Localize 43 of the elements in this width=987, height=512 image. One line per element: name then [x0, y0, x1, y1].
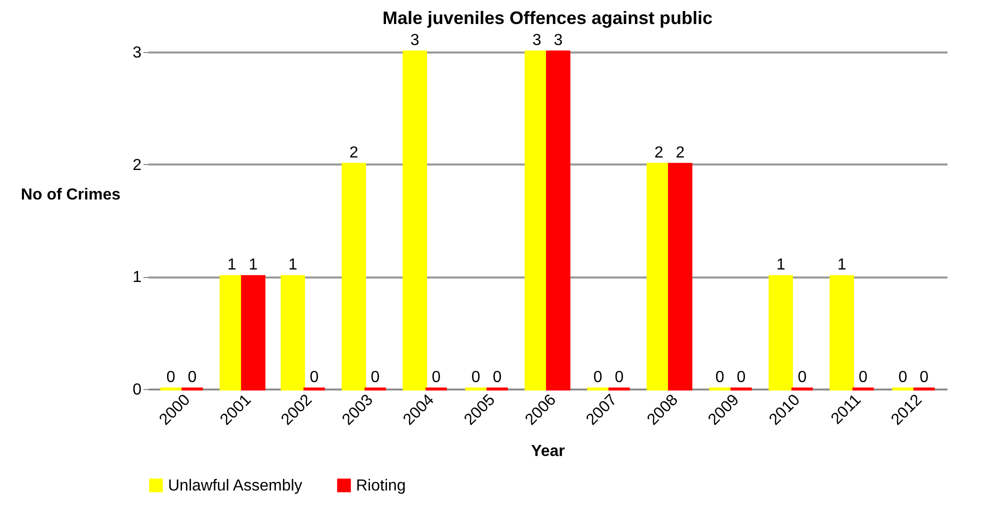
- y-axis-title: No of Crimes: [20, 186, 121, 204]
- y-tick-label: 1: [132, 269, 142, 286]
- data-label: 0: [188, 369, 197, 386]
- data-label: 0: [798, 369, 807, 386]
- data-label: 0: [715, 369, 724, 386]
- y-tick-label: 3: [132, 44, 142, 62]
- data-label: 3: [410, 32, 420, 49]
- data-label: 1: [248, 256, 258, 274]
- data-label: 0: [858, 369, 868, 386]
- data-label: 0: [736, 369, 746, 386]
- data-label: 1: [288, 256, 298, 274]
- data-label: 0: [898, 369, 908, 386]
- bar: [768, 275, 793, 390]
- x-axis-title: Year: [531, 442, 565, 460]
- bar: [668, 162, 692, 390]
- legend-label: Unlawful Assembly: [168, 477, 302, 494]
- data-label: 2: [349, 144, 358, 162]
- y-tick-label: 2: [132, 156, 142, 174]
- bar: [241, 275, 266, 390]
- data-label: 2: [654, 144, 664, 162]
- data-label: 2: [676, 144, 685, 162]
- data-label: 0: [920, 369, 929, 386]
- data-label: 3: [554, 32, 563, 49]
- data-label: 0: [471, 369, 480, 386]
- data-label: 0: [593, 369, 602, 386]
- bar: [546, 50, 570, 390]
- bar: [830, 275, 854, 390]
- data-label: 0: [166, 369, 176, 386]
- data-label: 1: [837, 256, 846, 274]
- y-tick-label: 0: [132, 382, 142, 398]
- data-label: 0: [492, 369, 502, 386]
- data-label: 1: [776, 256, 786, 274]
- bar: [402, 50, 428, 390]
- bar: [280, 275, 306, 390]
- data-label: 0: [614, 369, 624, 386]
- legend-label: Rioting: [356, 477, 406, 494]
- data-label: 0: [310, 369, 319, 386]
- data-label: 1: [227, 256, 236, 274]
- chart-title: Male juveniles Offences against public: [382, 8, 713, 28]
- bar: [342, 162, 366, 390]
- data-label: 0: [432, 369, 441, 386]
- data-label: 3: [532, 32, 542, 49]
- data-label: 0: [370, 369, 380, 386]
